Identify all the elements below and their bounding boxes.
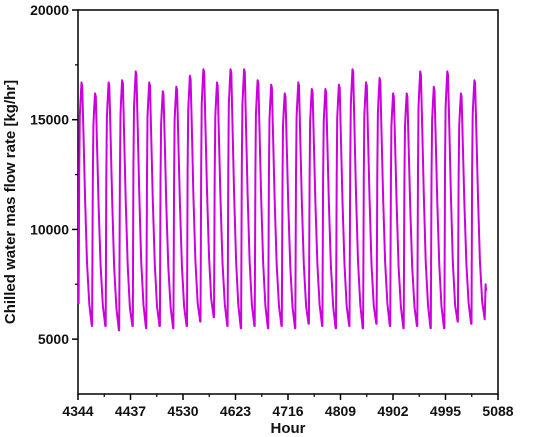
x-tick-label: 5088 bbox=[482, 403, 513, 419]
y-tick-label: 15000 bbox=[30, 112, 69, 128]
y-axis-ticks: 5000 10000 15000 20000 bbox=[30, 2, 78, 347]
x-axis-title: Hour bbox=[271, 420, 306, 437]
x-tick-label: 4437 bbox=[115, 403, 146, 419]
series-line bbox=[77, 68, 488, 332]
x-tick-label: 4995 bbox=[430, 403, 461, 419]
y-tick-label: 5000 bbox=[38, 331, 69, 347]
y-axis-title: Chilled water mas flow rate [kg/hr] bbox=[2, 80, 19, 324]
x-tick-label: 4530 bbox=[167, 403, 198, 419]
x-tick-label: 4623 bbox=[220, 403, 251, 419]
x-tick-label: 4902 bbox=[377, 403, 408, 419]
x-axis-ticks: 4344 4437 4530 4623 4716 4809 4902 4995 5088 bbox=[62, 394, 514, 419]
x-tick-label: 4344 bbox=[62, 403, 93, 419]
x-tick-label: 4716 bbox=[272, 403, 303, 419]
y-tick-label: 10000 bbox=[30, 221, 69, 237]
x-tick-label: 4809 bbox=[325, 403, 356, 419]
y-tick-label: 20000 bbox=[30, 2, 69, 18]
